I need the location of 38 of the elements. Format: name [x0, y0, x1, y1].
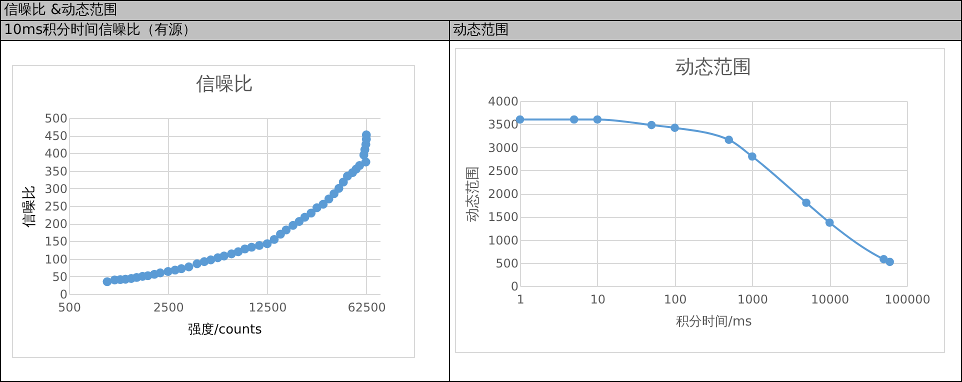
chart-title: 信噪比 [196, 73, 253, 95]
y-tick-label: 0 [60, 288, 68, 302]
y-tick-label: 0 [510, 280, 518, 294]
y-tick-label: 100 [44, 252, 68, 266]
x-tick-label: 1 [516, 292, 524, 306]
x-tick-label: 1000 [737, 292, 768, 306]
y-tick-label: 50 [52, 270, 68, 284]
text: 10ms积分时间信噪比（有源） [0, 20, 450, 41]
text: 信噪比 &动态范围 [0, 0, 962, 21]
y-tick-label: 400 [44, 146, 68, 161]
x-axis-title: 积分时间/ms [676, 314, 752, 330]
x-tick-label: 12500 [248, 300, 287, 314]
y-tick-label: 350 [44, 164, 68, 178]
y-tick-label: 150 [44, 234, 68, 249]
y-tick-label: 3500 [488, 118, 518, 132]
x-axis-title: 强度/counts [188, 322, 262, 338]
y-tick-label: 500 [44, 112, 68, 126]
x-tick-label: 10 [590, 292, 606, 306]
x-tick-label: 2500 [153, 300, 184, 314]
y-axis-title: 信噪比 [22, 186, 38, 228]
y-tick-label: 200 [44, 217, 68, 232]
y-tick-label: 4000 [488, 94, 518, 108]
text: 动态范围 [449, 20, 962, 41]
y-tick-label: 500 [496, 256, 518, 270]
y-tick-label: 2000 [488, 187, 518, 201]
chart-title: 动态范围 [676, 56, 752, 78]
x-tick-label: 100 [664, 292, 687, 306]
y-tick-label: 250 [44, 200, 68, 214]
y-tick-label: 1500 [488, 210, 518, 224]
y-tick-label: 1000 [488, 233, 518, 248]
x-tick-label: 62500 [348, 300, 386, 314]
x-tick-label: 10000 [811, 292, 850, 306]
y-tick-label: 3000 [488, 140, 518, 155]
y-tick-label: 2500 [488, 164, 518, 178]
x-tick-label: 100000 [884, 292, 930, 306]
y-axis-title: 动态范围 [464, 166, 481, 222]
y-tick-label: 300 [44, 182, 68, 196]
y-tick-label: 450 [44, 129, 68, 144]
